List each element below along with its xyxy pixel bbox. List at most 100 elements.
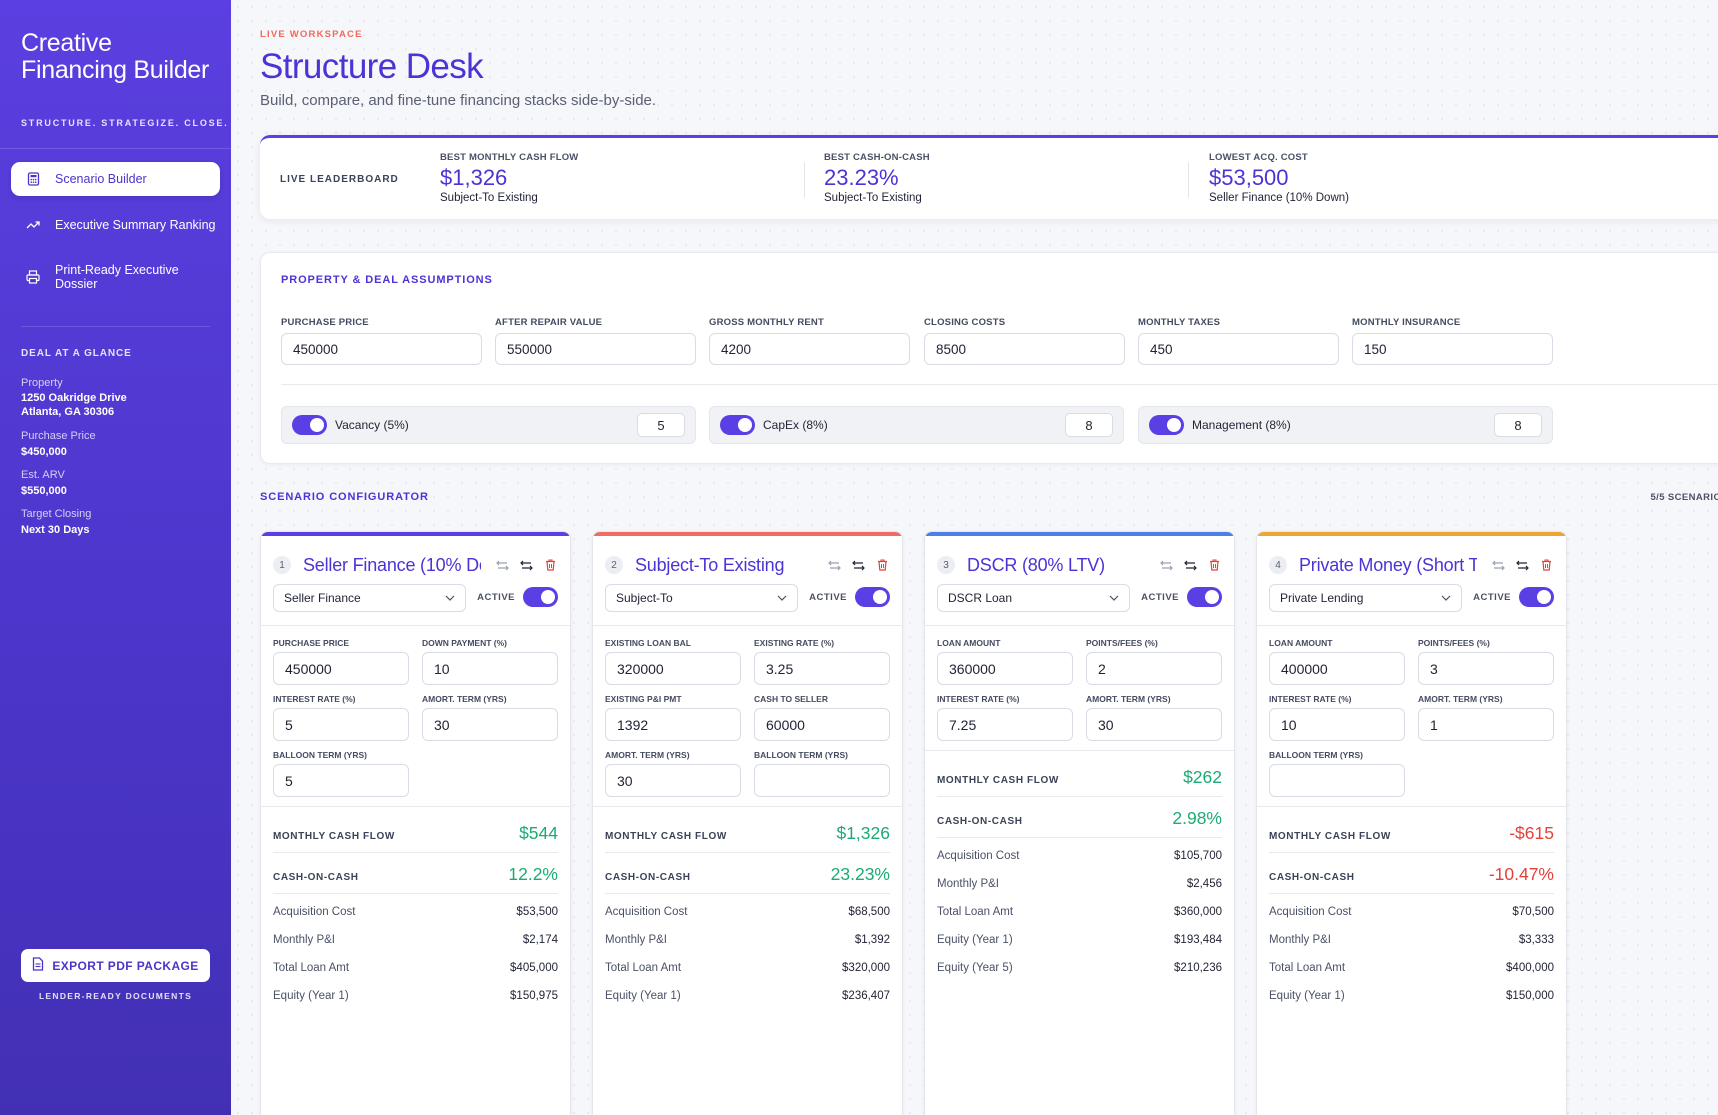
scenario-name-input[interactable]: Private Money (Short Term) xyxy=(1299,554,1477,575)
active-toggle[interactable] xyxy=(1519,587,1554,607)
gross-rent-input[interactable]: 4200 xyxy=(709,333,910,365)
metric-value: $262 xyxy=(1183,767,1222,787)
card-field-label: EXISTING LOAN BAL xyxy=(605,638,691,648)
capex-toggle[interactable] xyxy=(720,415,755,435)
financing-type-select[interactable]: Private Lending xyxy=(1269,584,1462,612)
card-field-input[interactable]: 1 xyxy=(1418,708,1554,741)
leader-best-coc: BEST CASH-ON-CASH 23.23% Subject-To Exis… xyxy=(824,152,930,204)
card-field-input[interactable]: 5 xyxy=(273,764,409,797)
card-field-input[interactable]: 10 xyxy=(422,652,558,685)
toggle-label: Vacancy (5%) xyxy=(335,418,409,432)
active-toggle-group: ACTIVE xyxy=(1473,587,1554,607)
nav-executive-summary[interactable]: Executive Summary Ranking xyxy=(11,208,220,242)
swap-right-icon[interactable] xyxy=(1182,557,1198,573)
metric-label: MONTHLY CASH FLOW xyxy=(605,831,727,842)
nav-scenario-builder[interactable]: Scenario Builder xyxy=(11,162,220,196)
leader-metric-scenario: Subject-To Existing xyxy=(440,192,538,204)
card-field-input[interactable]: 10 xyxy=(1269,708,1405,741)
active-toggle-group: ACTIVE xyxy=(809,587,890,607)
nav-label: Scenario Builder xyxy=(55,172,147,186)
card-field-input[interactable]: 30 xyxy=(422,708,558,741)
purchase-price-input[interactable]: 450000 xyxy=(281,333,482,365)
nav-label: Print-Ready Executive Dossier xyxy=(55,263,179,291)
metric-divider xyxy=(273,893,558,894)
trash-icon[interactable] xyxy=(874,557,890,573)
card-field-input[interactable]: 1392 xyxy=(605,708,741,741)
management-toggle-row: Management (8%) 8 xyxy=(1138,406,1553,444)
active-label: ACTIVE xyxy=(1473,591,1511,603)
card-header: 2 Subject-To Existing xyxy=(605,553,890,577)
vacancy-toggle-row: Vacancy (5%) 5 xyxy=(281,406,696,444)
metric-divider xyxy=(605,852,890,853)
swap-left-icon[interactable] xyxy=(494,557,510,573)
field-label: GROSS MONTHLY RENT xyxy=(709,317,824,328)
swap-left-icon[interactable] xyxy=(826,557,842,573)
active-toggle[interactable] xyxy=(523,587,558,607)
card-field-input[interactable]: 30 xyxy=(605,764,741,797)
vacancy-input[interactable]: 5 xyxy=(637,413,685,437)
stat-row: Acquisition Cost $53,500 xyxy=(273,906,558,918)
management-toggle[interactable] xyxy=(1149,415,1184,435)
export-label: EXPORT PDF PACKAGE xyxy=(52,958,199,973)
export-pdf-button[interactable]: EXPORT PDF PACKAGE xyxy=(21,949,210,982)
stat-value: $70,500 xyxy=(1512,906,1554,918)
brand-tagline: STRUCTURE. STRATEGIZE. CLOSE. xyxy=(21,118,229,128)
toggle-label: CapEx (8%) xyxy=(763,418,828,432)
card-field-input[interactable]: 3.25 xyxy=(754,652,890,685)
scenario-number: 2 xyxy=(605,556,623,574)
swap-left-icon[interactable] xyxy=(1158,557,1174,573)
trash-icon[interactable] xyxy=(1538,557,1554,573)
arv-input[interactable]: 550000 xyxy=(495,333,696,365)
trash-icon[interactable] xyxy=(542,557,558,573)
swap-right-icon[interactable] xyxy=(850,557,866,573)
metric-label: CASH-ON-CASH xyxy=(1269,872,1355,883)
scenario-name-input[interactable]: DSCR (80% LTV) xyxy=(967,554,1105,575)
card-field: CASH TO SELLER 60000 xyxy=(754,694,890,741)
card-field-input[interactable]: 3 xyxy=(1418,652,1554,685)
card-divider xyxy=(925,625,1234,626)
leader-metric-scenario: Subject-To Existing xyxy=(824,192,922,204)
card-divider xyxy=(1257,806,1566,807)
monthly-insurance-input[interactable]: 150 xyxy=(1352,333,1553,365)
sidebar: Creative Financing Builder STRUCTURE. ST… xyxy=(0,0,231,1115)
card-field-input[interactable] xyxy=(1269,764,1405,797)
stat-value: $150,000 xyxy=(1506,990,1554,1002)
leader-lowest-acq-cost: LOWEST ACQ. COST $53,500 Seller Finance … xyxy=(1209,152,1349,204)
swap-left-icon[interactable] xyxy=(1490,557,1506,573)
active-toggle[interactable] xyxy=(1187,587,1222,607)
card-field: LOAN AMOUNT 360000 xyxy=(937,638,1073,685)
card-field-input[interactable]: 360000 xyxy=(937,652,1073,685)
active-toggle[interactable] xyxy=(855,587,890,607)
nav-executive-dossier[interactable]: Print-Ready Executive Dossier xyxy=(11,260,220,294)
financing-type-select[interactable]: Seller Finance xyxy=(273,584,466,612)
financing-type-select[interactable]: Subject-To xyxy=(605,584,798,612)
card-field: AMORT. TERM (YRS) 30 xyxy=(605,750,741,797)
scenario-name-input[interactable]: Seller Finance (10% Down) xyxy=(303,554,481,575)
card-divider xyxy=(261,806,570,807)
card-field-input[interactable]: 5 xyxy=(273,708,409,741)
stat-value: $150,975 xyxy=(510,990,558,1002)
card-field-input[interactable]: 60000 xyxy=(754,708,890,741)
card-field-input[interactable]: 2 xyxy=(1086,652,1222,685)
financing-type-select[interactable]: DSCR Loan xyxy=(937,584,1130,612)
export-subtext: LENDER-READY DOCUMENTS xyxy=(38,991,193,1001)
metric-divider xyxy=(605,893,890,894)
card-field-input[interactable]: 320000 xyxy=(605,652,741,685)
leader-metric-label: BEST MONTHLY CASH FLOW xyxy=(440,152,579,163)
card-field-input[interactable]: 400000 xyxy=(1269,652,1405,685)
card-field-input[interactable]: 30 xyxy=(1086,708,1222,741)
card-field-label: AMORT. TERM (YRS) xyxy=(1418,694,1503,704)
card-field-input[interactable]: 7.25 xyxy=(937,708,1073,741)
closing-costs-input[interactable]: 8500 xyxy=(924,333,1125,365)
trash-icon[interactable] xyxy=(1206,557,1222,573)
card-field-input[interactable] xyxy=(754,764,890,797)
swap-right-icon[interactable] xyxy=(518,557,534,573)
management-input[interactable]: 8 xyxy=(1494,413,1542,437)
monthly-taxes-input[interactable]: 450 xyxy=(1138,333,1339,365)
swap-right-icon[interactable] xyxy=(1514,557,1530,573)
vacancy-toggle[interactable] xyxy=(292,415,327,435)
scenario-name-input[interactable]: Subject-To Existing xyxy=(635,554,785,575)
card-divider xyxy=(925,750,1234,751)
capex-input[interactable]: 8 xyxy=(1065,413,1113,437)
card-field-input[interactable]: 450000 xyxy=(273,652,409,685)
